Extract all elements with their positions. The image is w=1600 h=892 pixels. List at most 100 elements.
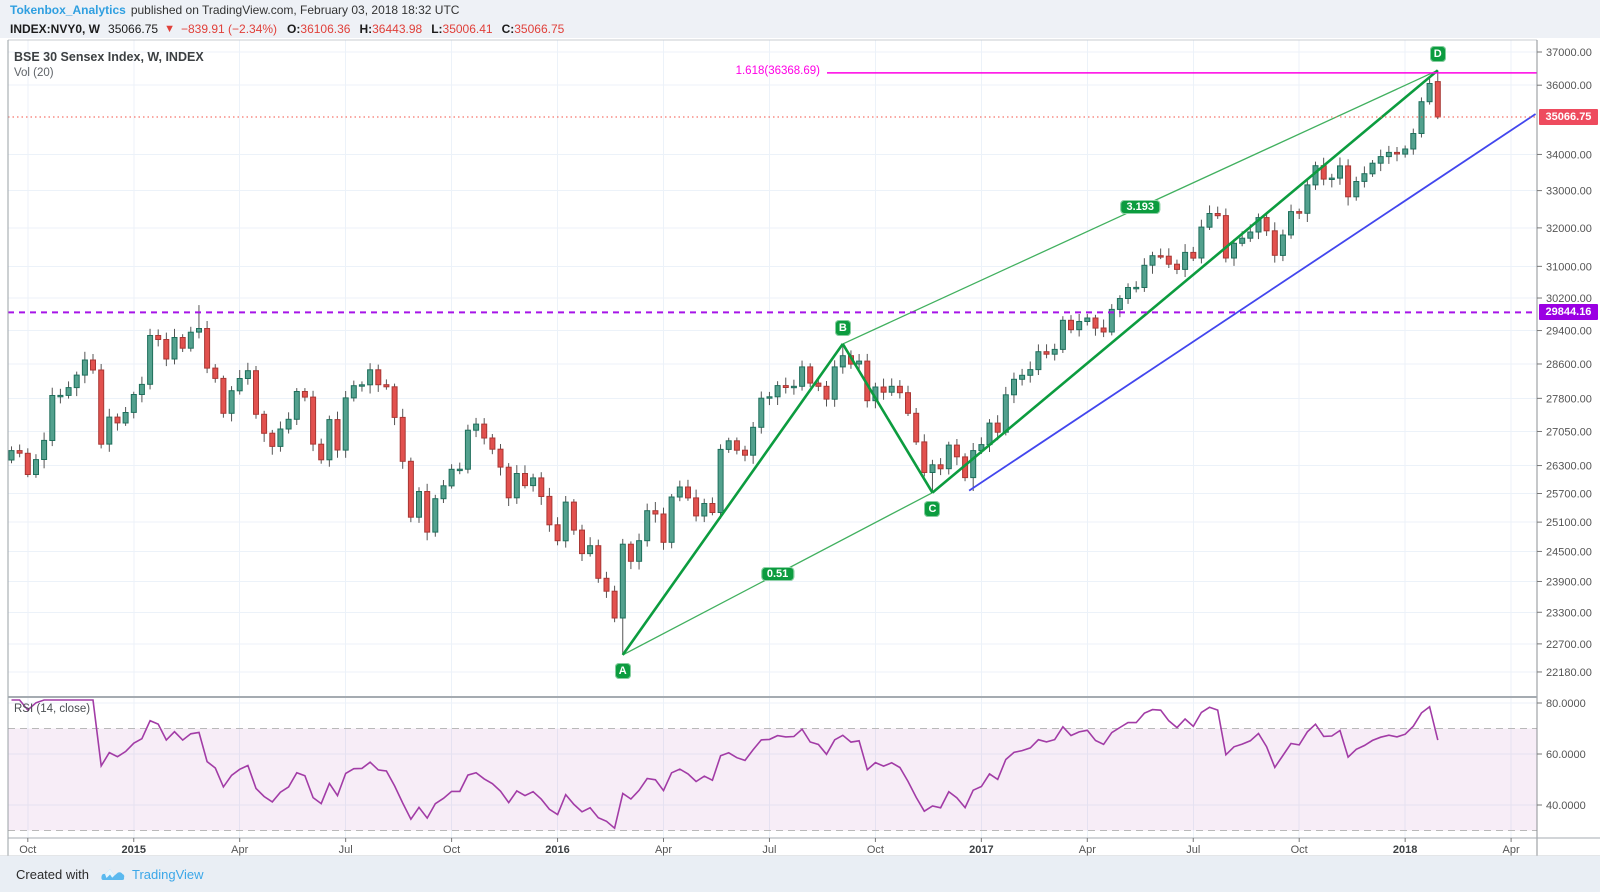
volume-indicator-label: Vol (20): [14, 67, 54, 79]
candle: [1149, 255, 1156, 266]
candle: [350, 385, 357, 399]
candle: [603, 577, 610, 592]
candle: [277, 428, 284, 447]
candle: [155, 335, 162, 340]
candle: [90, 359, 96, 371]
candle: [725, 440, 732, 450]
tradingview-brand-link[interactable]: TradingView: [131, 866, 204, 882]
candle: [244, 370, 251, 380]
candle: [399, 416, 406, 462]
open-value: 36106.36: [300, 21, 351, 36]
price-tick-label: 24500.00: [1546, 546, 1592, 558]
candle: [261, 413, 268, 434]
candle: [41, 439, 48, 460]
candle: [1353, 181, 1360, 198]
time-tick-label: Apr: [1503, 844, 1520, 856]
candle: [1279, 234, 1286, 256]
price-axis[interactable]: [1538, 40, 1600, 856]
price-tick-label: 28600.00: [1546, 359, 1592, 371]
last-price: 35066.75: [108, 21, 159, 36]
candle: [171, 337, 178, 360]
candle: [228, 390, 235, 414]
candle: [204, 328, 211, 369]
candle: [611, 590, 618, 619]
candle: [1174, 263, 1180, 270]
candle: [929, 464, 936, 473]
candle: [1214, 213, 1221, 217]
chart-background: [0, 38, 1600, 856]
candle: [65, 387, 72, 396]
candle: [391, 386, 398, 418]
rsi-indicator-label: RSI (14, close): [14, 703, 91, 715]
rsi-tick-label: 60.0000: [1546, 749, 1586, 761]
price-tick-label: 36000.00: [1546, 80, 1592, 92]
candle: [1084, 317, 1091, 322]
candle: [1035, 351, 1042, 371]
candlestick-series[interactable]: [8, 70, 1441, 655]
candle: [473, 423, 480, 431]
candle: [807, 366, 814, 384]
high-value: 36443.98: [372, 21, 423, 36]
candle: [1190, 251, 1197, 259]
time-tick-label: Oct: [1291, 844, 1308, 856]
pattern-point-A: A: [614, 662, 631, 679]
price-tick-label: 33000.00: [1546, 186, 1592, 198]
author-link[interactable]: Tokenbox_Analytics: [10, 2, 126, 17]
candle: [1239, 237, 1246, 244]
candle: [562, 501, 569, 542]
time-tick-label: Apr: [231, 844, 248, 856]
candle: [163, 339, 170, 360]
time-tick-label: Apr: [1079, 844, 1096, 856]
candle: [49, 395, 56, 441]
candle: [236, 378, 243, 392]
candle: [953, 444, 960, 458]
candle: [1304, 184, 1311, 214]
time-tick-label: Oct: [443, 844, 460, 856]
candle: [358, 384, 365, 387]
chart-title: BSE 30 Sensex Index, W, INDEX: [14, 50, 204, 64]
candle: [750, 426, 757, 456]
candle: [326, 419, 333, 461]
candle: [310, 396, 317, 445]
candle: [570, 501, 577, 531]
candle: [1100, 327, 1107, 333]
candle: [595, 545, 602, 579]
candle: [644, 510, 651, 542]
candle: [1385, 151, 1392, 158]
candle: [1002, 394, 1009, 433]
candle: [579, 529, 585, 555]
candle: [187, 331, 194, 349]
candle: [1206, 213, 1213, 228]
time-tick-label: Jul: [762, 844, 776, 856]
candle: [1011, 378, 1017, 396]
publish-bar: Tokenbox_Analytics published on TradingV…: [0, 0, 1600, 19]
candle: [24, 452, 31, 475]
time-axis[interactable]: [0, 838, 1600, 856]
symbol-label: INDEX:NVY0, W: [10, 21, 101, 36]
candle: [717, 448, 724, 513]
candle: [253, 370, 259, 415]
candle: [905, 392, 911, 414]
candle: [1418, 101, 1425, 134]
rsi-tick-label: 80.0000: [1546, 698, 1586, 710]
candle: [1125, 287, 1131, 299]
price-tick-label: 32000.00: [1546, 223, 1592, 235]
candle: [522, 473, 528, 487]
candle: [921, 441, 928, 473]
candle: [1043, 351, 1050, 355]
candle: [1288, 211, 1294, 236]
candle: [73, 374, 80, 389]
candle: [1369, 162, 1376, 175]
alert-price-badge: 29844.16: [1539, 304, 1598, 321]
candle: [1377, 156, 1384, 164]
rsi-pane[interactable]: [8, 699, 1537, 831]
candle: [1059, 319, 1066, 350]
close-label: C:: [501, 21, 515, 36]
time-tick-label: Jul: [339, 844, 353, 856]
candle: [1263, 217, 1270, 232]
candle: [122, 412, 129, 424]
candle: [1027, 369, 1034, 376]
candle: [1426, 83, 1433, 103]
price-tick-label: 30200.00: [1546, 293, 1592, 305]
